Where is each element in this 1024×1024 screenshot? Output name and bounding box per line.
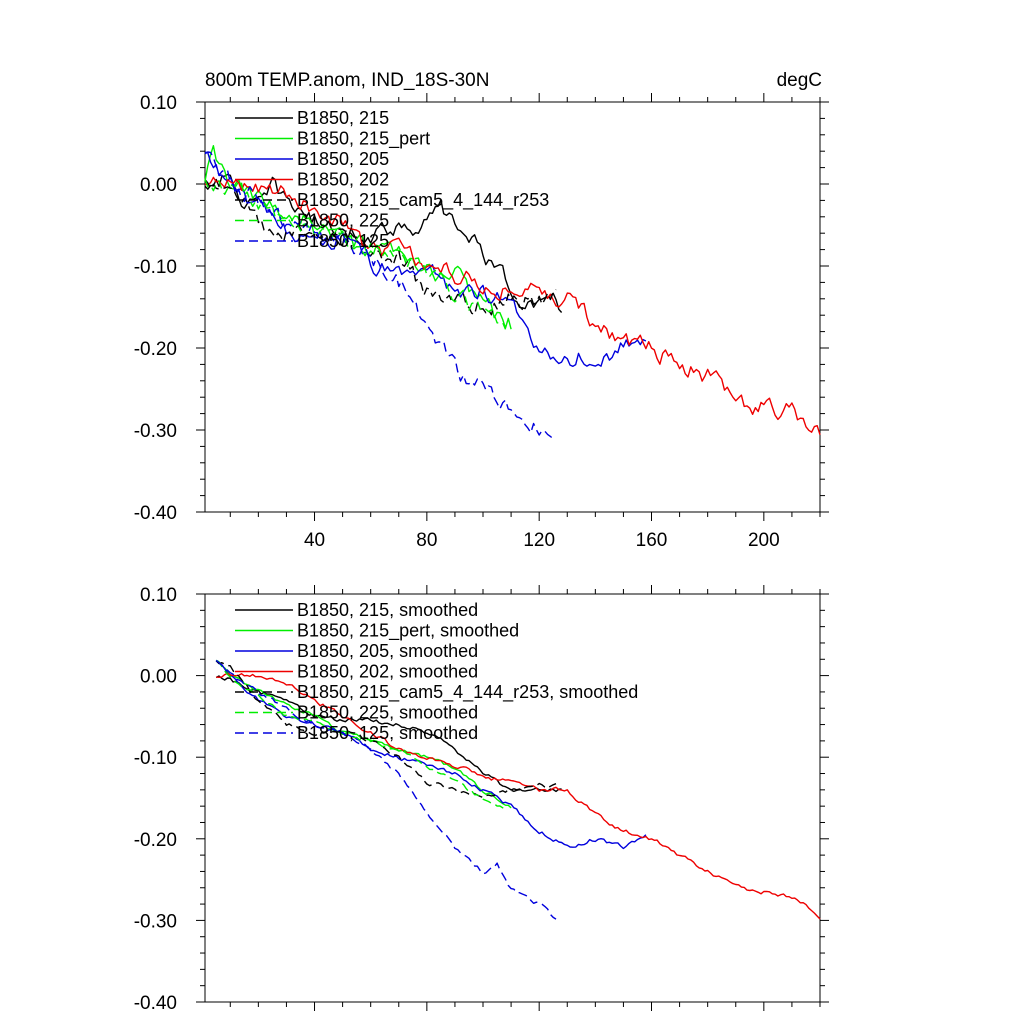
legend-entry-3: B1850, 205: [297, 149, 389, 169]
top-plot-frame: [204, 101, 821, 513]
series-line-5: [215, 660, 557, 799]
y-tick-label: -0.40: [134, 993, 177, 1014]
series-line-5: [204, 179, 557, 316]
series-line-1: [215, 675, 562, 793]
series-line-4: [204, 176, 821, 436]
x-tick-label: 40: [304, 530, 325, 551]
units-label: degC: [777, 70, 822, 91]
legend-entry-2: B1850, 215_pert: [297, 129, 430, 150]
series-line-7: [215, 659, 557, 920]
x-tick-label: 160: [636, 530, 668, 551]
legend-entry-6: B1850, 225: [297, 211, 389, 231]
legend-entry-7: B1850, 125: [297, 231, 389, 251]
chart-title: 800m TEMP.anom, IND_18S-30N: [205, 70, 489, 91]
bottom-axes: 0.10 0.00 -0.10 -0.20 -0.30 -0.40: [134, 585, 829, 1014]
bottom-plot-frame: [204, 593, 821, 1003]
series-line-2: [215, 660, 512, 809]
series-line-6: [215, 659, 506, 810]
legend-entry-3: B1850, 205, smoothed: [297, 641, 478, 661]
top-panel: 40 80 120 160 200 0.10 0.00 -0.10 -0.20 -0.30 -0.4…: [134, 93, 829, 551]
series-line-1: [204, 173, 563, 313]
series-line-3: [204, 151, 647, 367]
legend-entry-4: B1850, 202: [297, 170, 389, 190]
top-axes: 40 80 120 160 200 0.10 0.00 -0.10 -0.20 -0.30 -0.4…: [134, 93, 829, 551]
series-line-2: [204, 144, 512, 330]
legend-entry-6: B1850, 225, smoothed: [297, 703, 478, 723]
bottom-series-group: [215, 659, 821, 920]
legend-entry-5: B1850, 215_cam5_4_144_r253: [297, 190, 549, 211]
y-tick-label: -0.20: [134, 830, 177, 851]
series-line-6: [204, 178, 507, 330]
x-tick-label: 80: [416, 530, 437, 551]
y-tick-label: 0.00: [140, 667, 177, 688]
series-line-3: [215, 660, 647, 850]
legend-entry-1: B1850, 215, smoothed: [297, 600, 478, 620]
y-tick-label: 0.00: [140, 175, 177, 196]
legend-entry-4: B1850, 202, smoothed: [297, 662, 478, 682]
y-tick-label: -0.30: [134, 911, 177, 932]
y-tick-label: 0.10: [140, 93, 177, 114]
legend-entry-2: B1850, 215_pert, smoothed: [297, 621, 519, 642]
x-tick-label: 120: [523, 530, 555, 551]
top-series-group: [204, 144, 821, 440]
x-tick-label: 200: [748, 530, 780, 551]
y-tick-label: -0.20: [134, 339, 177, 360]
series-line-4: [216, 672, 821, 920]
legend-entry-1: B1850, 215: [297, 108, 389, 128]
y-tick-label: -0.40: [134, 503, 177, 524]
y-tick-label: -0.10: [134, 257, 177, 278]
series-line-7: [204, 151, 557, 440]
y-tick-label: 0.10: [140, 585, 177, 606]
y-tick-label: -0.30: [134, 421, 177, 442]
y-tick-label: -0.10: [134, 748, 177, 769]
bottom-panel: 0.10 0.00 -0.10 -0.20 -0.30 -0.40 B1850, 215, …: [134, 585, 829, 1014]
legend-entry-7: B1850, 125, smoothed: [297, 723, 478, 743]
legend-entry-5: B1850, 215_cam5_4_144_r253, smoothed: [297, 682, 638, 703]
